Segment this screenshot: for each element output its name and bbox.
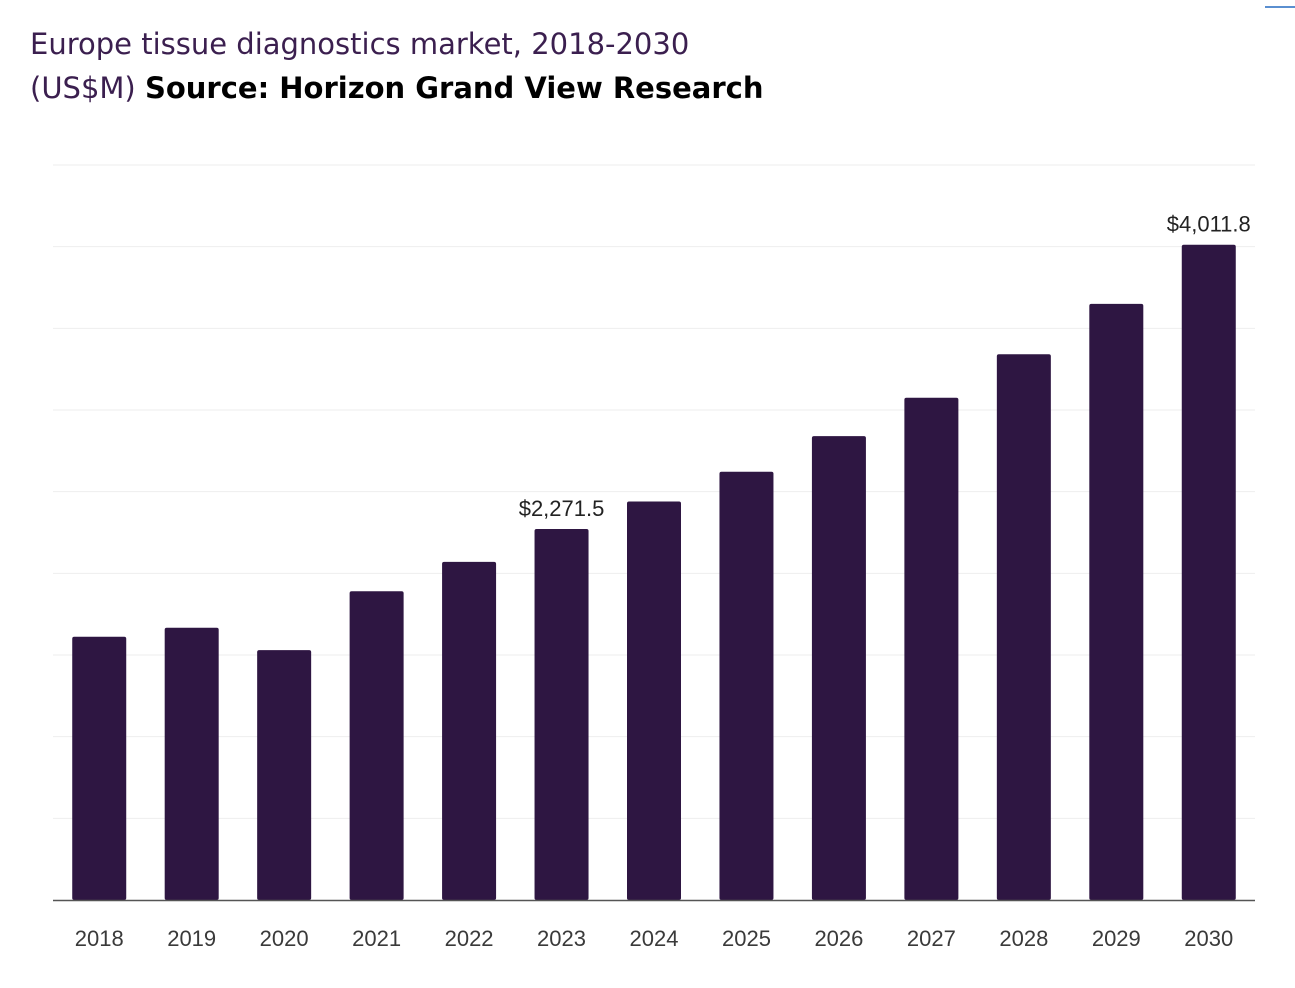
x-tick-label-2020: 2020 bbox=[260, 926, 309, 951]
bar-2023 bbox=[534, 528, 589, 900]
title-source: Source: Horizon Grand View Research bbox=[144, 71, 764, 105]
bar-2022 bbox=[442, 561, 497, 900]
bars bbox=[72, 244, 1236, 901]
corner-mark bbox=[1265, 6, 1295, 8]
x-tick-label-2028: 2028 bbox=[999, 926, 1048, 951]
data-label-2030: $4,011.8 bbox=[1167, 212, 1251, 237]
bar-2024 bbox=[627, 501, 681, 900]
x-tick-label-2023: 2023 bbox=[537, 926, 586, 951]
x-tick-label-2030: 2030 bbox=[1184, 926, 1233, 951]
x-axis: 2018 2019 2020 2021 2022 2023 2024 2025 2026 2027… bbox=[53, 899, 1255, 951]
x-tick-label-2024: 2024 bbox=[630, 926, 679, 951]
bar-2020 bbox=[257, 650, 312, 900]
bar-2018 bbox=[72, 636, 127, 900]
x-tick-label-2019: 2019 bbox=[167, 926, 216, 951]
x-tick-label-2027: 2027 bbox=[907, 926, 956, 951]
x-tick-label-2021: 2021 bbox=[352, 926, 401, 951]
title-line-2: (US$M) Source: Horizon Grand View Resear… bbox=[30, 66, 763, 110]
title-line-1: Europe tissue diagnostics market, 2018-2… bbox=[30, 27, 690, 61]
bar-2029 bbox=[1089, 303, 1144, 900]
title-unit: (US$M) bbox=[30, 71, 136, 105]
bar-2026 bbox=[811, 436, 866, 900]
x-tick-label-2029: 2029 bbox=[1092, 926, 1141, 951]
bar-2019 bbox=[164, 627, 219, 900]
x-tick-label-2018: 2018 bbox=[75, 926, 124, 951]
bar-2027 bbox=[904, 397, 959, 900]
x-tick-label-2025: 2025 bbox=[722, 926, 771, 951]
bar-2030 bbox=[1181, 244, 1236, 901]
bar-2021 bbox=[349, 591, 404, 900]
chart-title: Europe tissue diagnostics market, 2018-2… bbox=[30, 22, 763, 110]
x-tick-label-2022: 2022 bbox=[445, 926, 494, 951]
data-labels: $2,271.5 $4,011.8 bbox=[519, 212, 1251, 521]
x-tick-label-2026: 2026 bbox=[814, 926, 863, 951]
bar-2025 bbox=[719, 471, 774, 900]
bar-2028 bbox=[996, 354, 1051, 900]
data-label-2023: $2,271.5 bbox=[519, 496, 605, 521]
